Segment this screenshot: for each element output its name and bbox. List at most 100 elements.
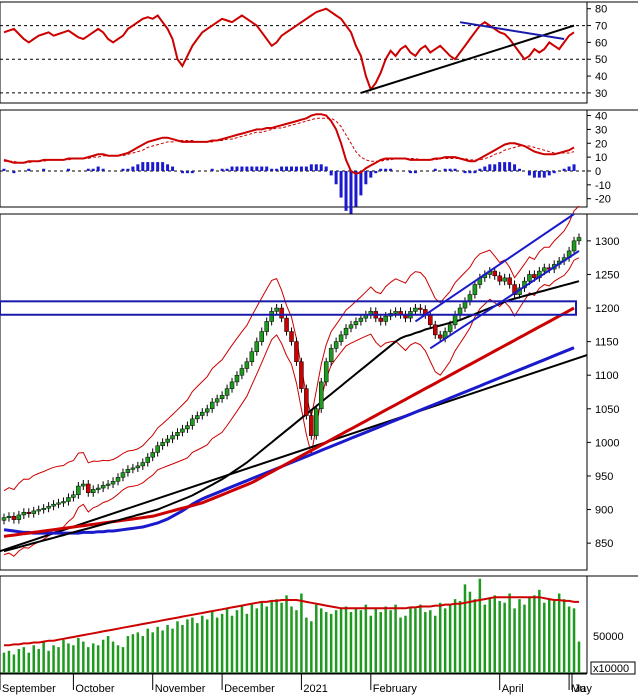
candle-body <box>437 334 443 339</box>
rsi-axis-tick-label: 80 <box>595 4 607 16</box>
candle-body <box>135 465 141 469</box>
candle-body <box>497 275 502 282</box>
candle-body <box>343 327 349 336</box>
candle-body <box>294 341 299 363</box>
candle-body <box>31 510 36 514</box>
candle-body <box>41 507 46 510</box>
candle-body <box>338 334 344 342</box>
month-label: September <box>2 683 56 695</box>
rsi-resistance-trendline <box>459 21 565 41</box>
candle-body <box>259 331 265 342</box>
price-axis-tick-label: 1200 <box>595 303 619 315</box>
candle-body <box>21 511 27 516</box>
month-label: Ju <box>574 683 586 695</box>
candle-body <box>507 277 512 285</box>
candle-body <box>467 294 473 302</box>
candle-body <box>462 301 468 309</box>
candle-body <box>66 497 71 502</box>
candle-body <box>418 307 423 310</box>
candle-body <box>224 388 230 396</box>
candle-body <box>353 321 359 326</box>
candle-body <box>170 435 175 440</box>
candle-body <box>71 494 76 498</box>
candle-body <box>254 341 260 352</box>
candle-body <box>279 307 284 319</box>
candle-body <box>457 307 463 316</box>
candle-body <box>502 277 507 282</box>
channel-lower-line <box>429 250 580 350</box>
resistance-band <box>0 300 577 316</box>
candle-body <box>120 472 126 478</box>
price-axis-tick-label: 850 <box>595 538 613 550</box>
macd-axis-tick-label: 10 <box>595 152 607 164</box>
price-long-support-trendline <box>0 354 588 553</box>
candle-body <box>180 428 185 433</box>
candle-body <box>6 516 12 519</box>
month-label: May <box>571 683 592 695</box>
volume-axis-tick-label: 50000 <box>593 631 624 643</box>
month-label: December <box>224 683 275 695</box>
candle-body <box>542 267 547 272</box>
rsi-axis-tick-label: 50 <box>595 54 607 66</box>
macd-axis-tick-label: -20 <box>595 194 611 206</box>
candle-body <box>269 311 274 322</box>
candle-body <box>229 381 235 389</box>
candle-body <box>433 324 438 336</box>
candle-body <box>90 489 96 494</box>
rsi-axis-tick-label: 40 <box>595 71 607 83</box>
candle-body <box>314 408 319 436</box>
bollinger-lower-band <box>3 257 580 557</box>
candle-body <box>532 274 537 279</box>
candle-body <box>56 502 61 505</box>
volume-multiplier-label: x10000 <box>593 663 629 675</box>
candle-body <box>348 324 354 329</box>
candle-body <box>195 415 200 420</box>
macd-line <box>3 113 575 175</box>
candle-body <box>284 317 289 332</box>
candle-body <box>413 307 418 312</box>
candle-body <box>110 481 116 485</box>
candle-body <box>378 317 383 322</box>
candle-body <box>571 240 577 252</box>
rsi-line <box>3 7 575 92</box>
price-axis-tick-label: 1300 <box>595 236 619 248</box>
candle-body <box>393 311 398 314</box>
candle-body <box>200 411 205 416</box>
month-label: November <box>155 683 206 695</box>
candle-body <box>175 432 180 436</box>
price-axis-tick-label: 1250 <box>595 269 619 281</box>
candle-body <box>318 381 324 410</box>
month-label: October <box>75 683 114 695</box>
candle-body <box>264 321 269 332</box>
rsi-axis-tick-label: 30 <box>595 88 607 100</box>
candle-body <box>244 361 250 369</box>
bollinger-upper-band <box>3 205 580 492</box>
panel-frame-2 <box>0 213 588 571</box>
rsi-axis-tick-label: 70 <box>595 21 607 33</box>
candle-body <box>472 284 478 295</box>
candle-body <box>145 456 150 463</box>
moving-average-red <box>3 306 575 538</box>
volume-moving-average <box>4 596 579 647</box>
candle-body <box>160 442 165 446</box>
candle-body <box>190 418 195 426</box>
candle-body <box>249 351 255 363</box>
channel-upper-line <box>414 213 575 323</box>
price-axis-tick-label: 1050 <box>595 404 619 416</box>
candle-body <box>492 270 497 277</box>
candle-body <box>1 517 7 521</box>
candle-body <box>130 467 136 470</box>
macd-axis-tick-label: 20 <box>595 138 607 150</box>
price-axis-tick-label: 1000 <box>595 437 619 449</box>
candle-body <box>185 425 190 430</box>
candle-body <box>452 314 458 326</box>
candle-body <box>333 341 339 349</box>
rsi-axis-tick-label: 60 <box>595 37 607 49</box>
candle-body <box>323 361 329 383</box>
panel-frame-1 <box>0 109 588 208</box>
candle-body <box>125 468 131 473</box>
candle-body <box>95 487 101 490</box>
candle-body <box>576 237 582 242</box>
